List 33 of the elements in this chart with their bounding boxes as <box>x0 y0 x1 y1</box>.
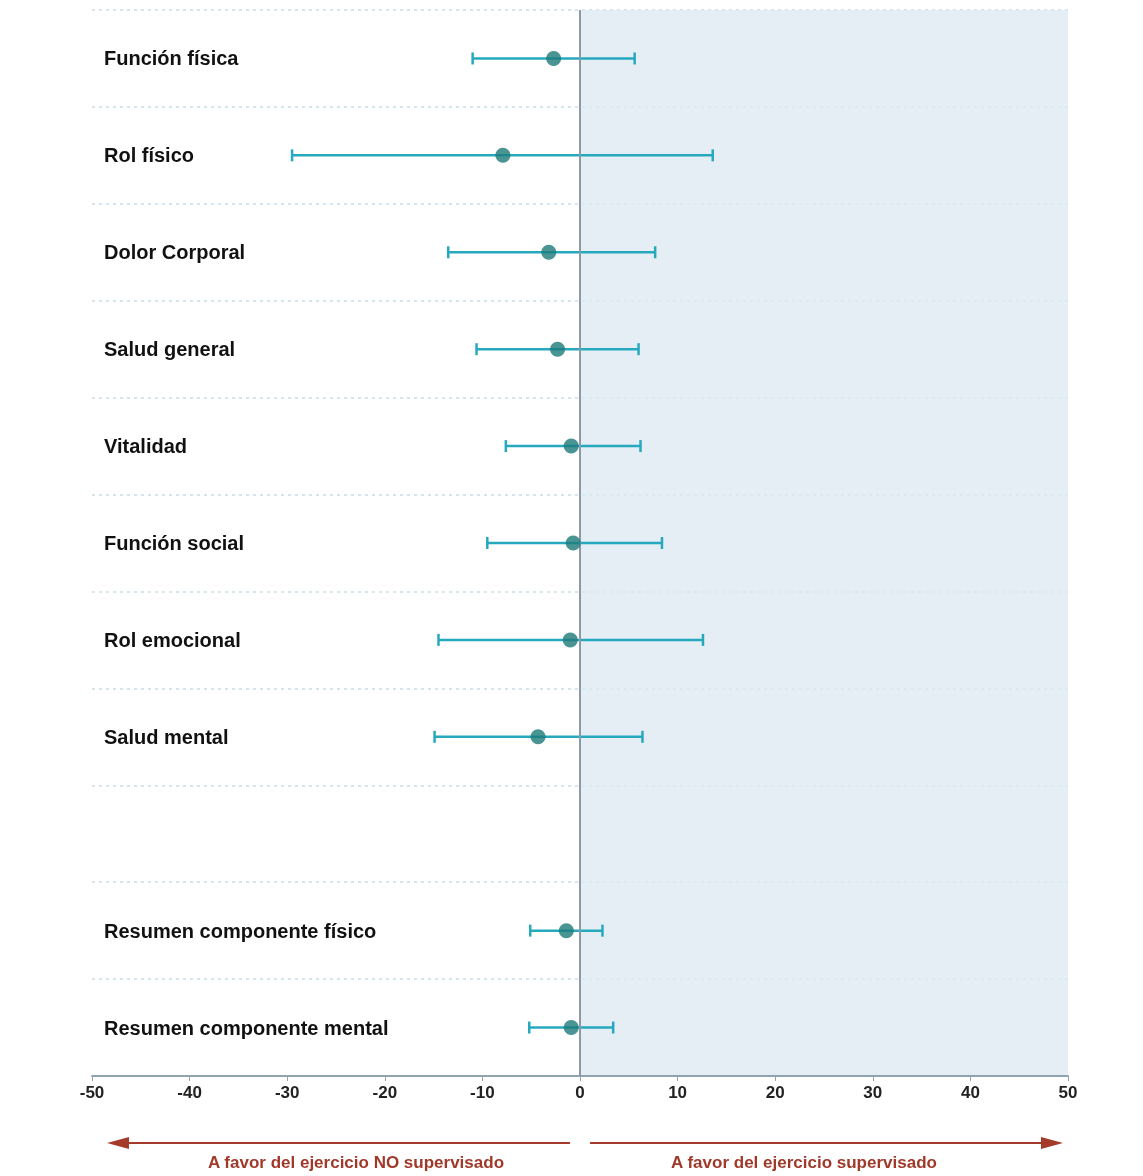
point <box>562 632 578 648</box>
y-tick-label: Rol emocional <box>104 628 241 651</box>
x-tick-label: 20 <box>765 1083 785 1102</box>
y-tick-label: Dolor Corporal <box>104 241 246 264</box>
point <box>530 729 546 745</box>
point <box>558 923 574 939</box>
x-tick-label: -30 <box>274 1083 300 1102</box>
point <box>546 50 562 66</box>
y-tick-label: Resumen componente físico <box>104 919 377 942</box>
x-tick-label: 0 <box>575 1083 585 1102</box>
y-tick-label: Resumen componente mental <box>104 1016 389 1039</box>
point <box>565 535 581 551</box>
point <box>495 147 511 163</box>
point <box>550 341 566 357</box>
x-tick-label: 10 <box>668 1083 688 1102</box>
text: A favor del ejercicio NO supervisado <box>207 1153 505 1173</box>
y-tick-label: Vitalidad <box>104 435 187 458</box>
x-tick-label: -20 <box>372 1083 398 1102</box>
y-tick-label: Función social <box>104 532 245 554</box>
x-tick-label: 30 <box>863 1083 883 1102</box>
text: A favor del ejercicio supervisado <box>671 1153 937 1173</box>
x-tick-label: 40 <box>960 1083 980 1102</box>
point <box>563 1020 579 1036</box>
y-tick-label: Salud mental <box>104 725 229 748</box>
x-tick-label: -40 <box>177 1083 202 1102</box>
y-tick-label: Salud general <box>104 338 236 361</box>
point <box>541 244 557 260</box>
y-tick-label: Función física <box>104 47 240 70</box>
x-tick-label: -10 <box>470 1083 495 1102</box>
x-tick-label: 50 <box>1058 1083 1078 1102</box>
y-tick-label: Rol físico <box>104 144 195 167</box>
x-tick-label: -50 <box>79 1083 105 1102</box>
point <box>563 438 579 454</box>
